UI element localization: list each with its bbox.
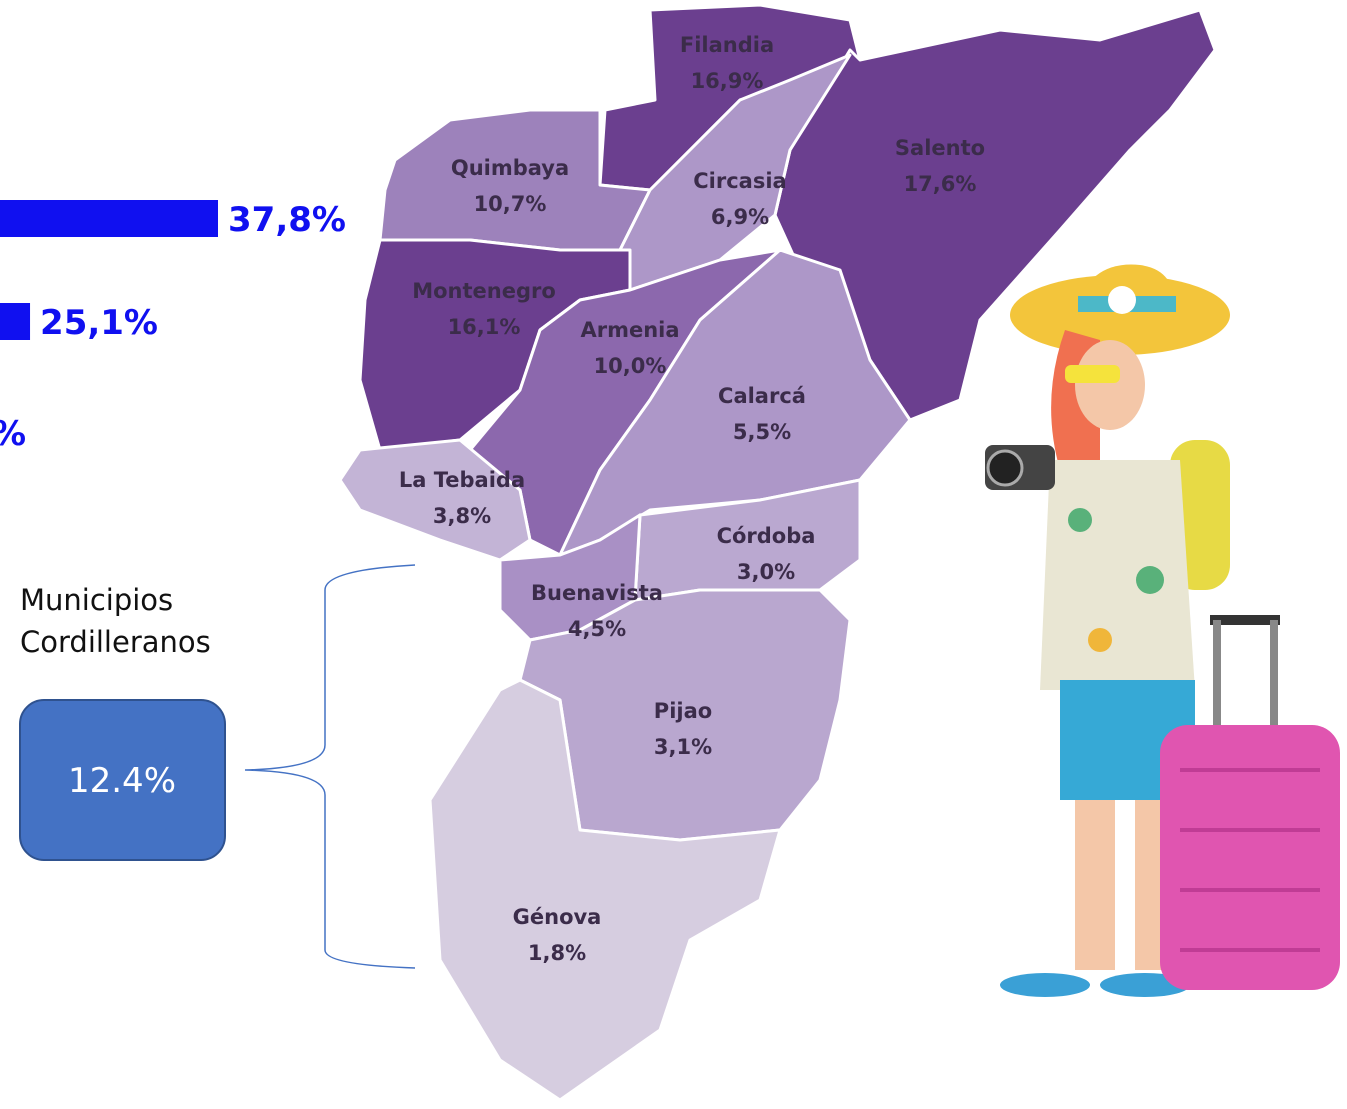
bar: [0, 200, 218, 237]
municipality-name: Pijao: [654, 699, 712, 723]
bracket: [244, 564, 416, 969]
bar-label: 37,8%: [228, 200, 346, 240]
group-box: [19, 699, 226, 861]
partial-bar-label: %: [0, 414, 26, 454]
municipality-name: Génova: [513, 905, 602, 929]
municipality-name: La Tebaida: [399, 468, 525, 492]
region-genova: [428, 678, 782, 1102]
municipality-name: Montenegro: [412, 279, 556, 303]
municipality-share: 10,7%: [474, 192, 547, 216]
municipality-name: Calarcá: [718, 384, 806, 408]
municipality-share: 3,0%: [737, 560, 795, 584]
municipality-name: Filandia: [680, 33, 774, 57]
group-title: Municipios: [20, 583, 173, 617]
map: [338, 3, 1217, 1102]
municipality-share: 3,8%: [433, 504, 491, 528]
municipality-share: 6,9%: [711, 205, 769, 229]
group-share: 12.4%: [68, 761, 176, 801]
municipality-share: 3,1%: [654, 735, 712, 759]
traveler-illustration: [985, 264, 1340, 997]
municipality-name: Córdoba: [717, 524, 816, 548]
municipality-name: Salento: [895, 136, 985, 160]
municipality-share: 16,9%: [691, 69, 764, 93]
municipality-share: 5,5%: [733, 420, 791, 444]
municipality-name: Quimbaya: [451, 156, 569, 180]
municipality-name: Circasia: [693, 169, 786, 193]
group-title: Cordilleranos: [20, 625, 211, 659]
municipality-share: 1,8%: [528, 941, 586, 965]
bar-label: 25,1%: [40, 303, 158, 343]
municipality-share: 10,0%: [594, 354, 667, 378]
municipality-name: Armenia: [580, 318, 679, 342]
bar: [0, 303, 31, 340]
municipality-share: 16,1%: [448, 315, 521, 339]
municipality-share: 4,5%: [568, 617, 626, 641]
municipality-name: Buenavista: [531, 581, 663, 605]
municipality-share: 17,6%: [904, 172, 977, 196]
